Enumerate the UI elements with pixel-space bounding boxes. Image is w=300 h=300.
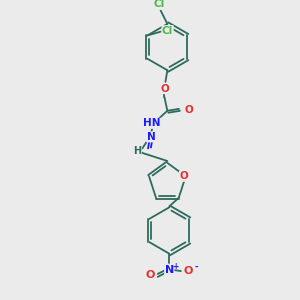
Text: H: H (134, 146, 142, 156)
Text: HN: HN (143, 118, 161, 128)
Text: N: N (165, 265, 174, 275)
Text: O: O (145, 270, 155, 280)
Text: +: + (172, 262, 178, 271)
Text: O: O (160, 84, 169, 94)
Text: Cl: Cl (162, 26, 173, 36)
Text: Cl: Cl (153, 0, 164, 9)
Text: O: O (184, 105, 193, 115)
Text: O: O (179, 171, 188, 181)
Text: -: - (194, 263, 198, 272)
Text: O: O (184, 266, 193, 276)
Text: N: N (147, 132, 155, 142)
